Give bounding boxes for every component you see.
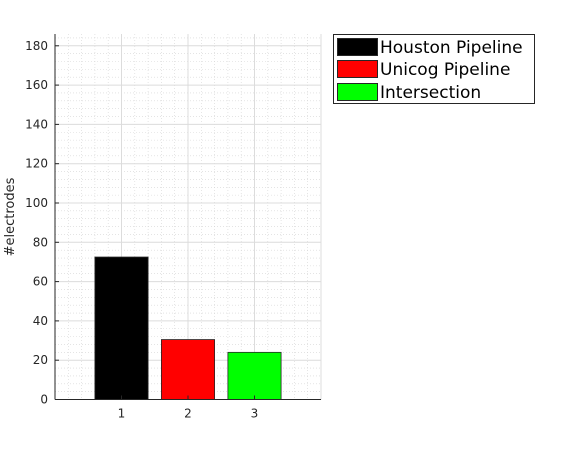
y-tick-label: 20 <box>33 353 48 367</box>
bar-3 <box>227 351 282 400</box>
y-tick-label: 60 <box>33 275 48 289</box>
y-tick-label: 140 <box>25 117 48 131</box>
y-axis-label: #electrodes <box>3 177 18 256</box>
bars <box>94 256 282 400</box>
y-tick-label: 0 <box>40 393 48 407</box>
legend-swatch-houston <box>337 38 378 56</box>
legend-label-unicog: Unicog Pipeline <box>380 60 510 80</box>
y-tick-label: 180 <box>25 39 48 53</box>
x-ticks: 1 2 3 <box>118 395 259 421</box>
legend-label-houston: Houston Pipeline <box>380 38 523 58</box>
legend-label-intersection: Intersection <box>380 83 481 103</box>
y-tick-label: 120 <box>25 157 48 171</box>
x-tick-label: 3 <box>251 407 259 421</box>
bar-1 <box>94 256 149 400</box>
bar-2 <box>160 339 215 400</box>
legend: Houston Pipeline Unicog Pipeline Interse… <box>333 34 535 104</box>
x-tick-label: 1 <box>118 407 126 421</box>
y-tick-label: 160 <box>25 78 48 92</box>
y-ticks: 0 20 40 60 80 100 120 140 160 180 <box>25 39 59 407</box>
y-tick-label: 100 <box>25 196 48 210</box>
legend-swatch-intersection <box>337 83 378 101</box>
y-tick-label: 40 <box>33 314 48 328</box>
x-tick-label: 2 <box>184 407 192 421</box>
y-tick-label: 80 <box>33 235 48 249</box>
legend-swatch-unicog <box>337 60 378 78</box>
